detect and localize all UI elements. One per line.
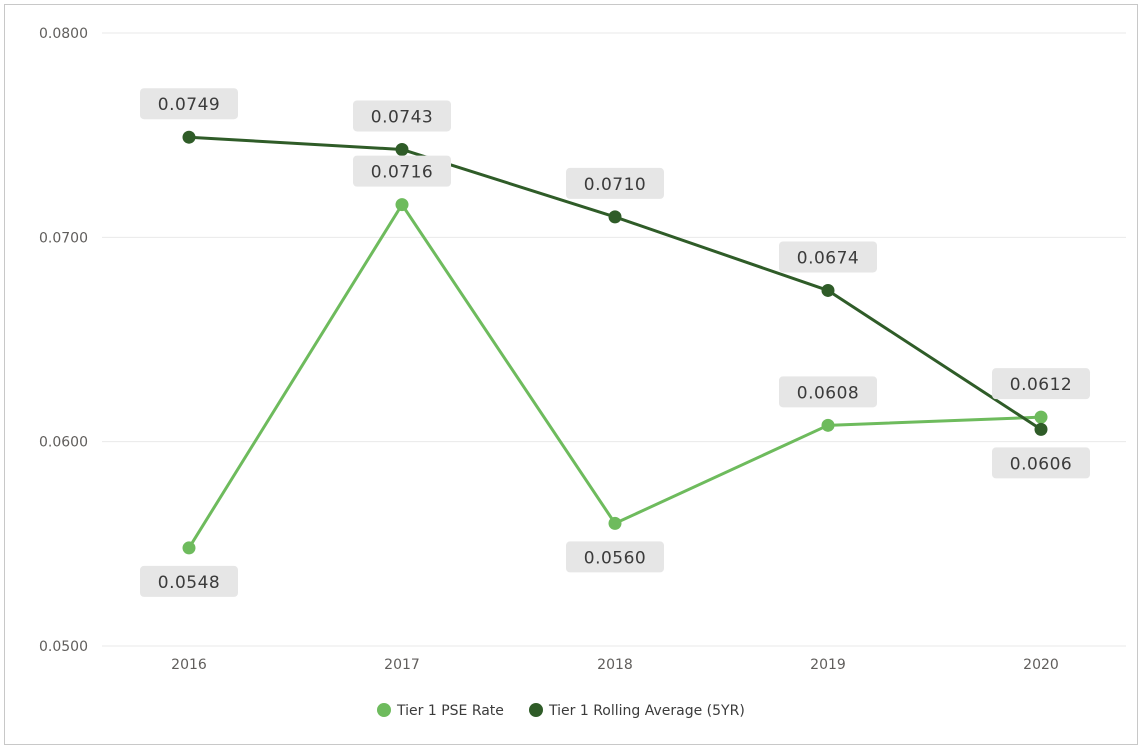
chart-frame: [4, 4, 1138, 745]
data-label-box: [566, 167, 664, 199]
data-point: [1034, 422, 1048, 436]
data-label: 0.0548: [158, 573, 220, 593]
data-label: 0.0606: [1010, 454, 1072, 474]
data-label: 0.0560: [584, 548, 646, 568]
data-label-box: [353, 100, 451, 132]
data-label-box: [992, 447, 1090, 479]
x-tick-label: 2019: [810, 657, 846, 673]
series-line: [187, 203, 1042, 549]
data-label-box: [140, 565, 238, 597]
y-axis-ticks: 0.0500 0.0600 0.0700 0.0800: [39, 26, 88, 655]
data-label-box: [779, 376, 877, 408]
data-label: 0.0608: [797, 383, 859, 403]
legend-label: Tier 1 PSE Rate: [396, 703, 504, 719]
data-label: 0.0743: [371, 107, 433, 127]
data-point: [1034, 410, 1048, 424]
gridlines: [102, 32, 1126, 647]
data-label: 0.0674: [797, 248, 859, 268]
data-label: 0.0749: [158, 95, 220, 115]
x-tick-label: 2017: [384, 657, 420, 673]
x-tick-label: 2020: [1023, 657, 1059, 673]
legend-marker: [377, 703, 391, 717]
data-point: [182, 541, 196, 555]
data-label: 0.0716: [371, 163, 433, 183]
data-label-box: [353, 155, 451, 187]
legend-marker: [529, 703, 543, 717]
data-point: [821, 283, 835, 297]
data-point: [608, 210, 622, 224]
x-axis-ticks: 2016 2017 2018 2019 2020: [171, 657, 1059, 673]
data-point: [182, 130, 196, 144]
legend[interactable]: Tier 1 PSE Rate Tier 1 Rolling Average (5…: [377, 703, 745, 719]
data-label: 0.0710: [584, 175, 646, 195]
data-label-box: [992, 368, 1090, 400]
y-tick-label: 0.0700: [39, 230, 88, 246]
y-tick-label: 0.0600: [39, 435, 88, 451]
data-label-box: [140, 88, 238, 120]
data-point: [821, 418, 835, 432]
series-lines: [182, 130, 1048, 555]
data-label-box: [779, 241, 877, 273]
x-tick-label: 2016: [171, 657, 207, 673]
data-point: [395, 142, 409, 156]
y-tick-label: 0.0500: [39, 639, 88, 655]
x-tick-label: 2018: [597, 657, 633, 673]
data-point: [395, 198, 409, 212]
data-label: 0.0612: [1010, 375, 1072, 395]
y-tick-label: 0.0800: [39, 26, 88, 42]
data-labels: 0.0548 0.0716 0.0560 0.0608 0.0612 0.0749 0.07…: [140, 88, 1090, 597]
data-label-box: [566, 541, 664, 573]
legend-label: Tier 1 Rolling Average (5YR): [548, 703, 745, 719]
data-point: [608, 516, 622, 530]
